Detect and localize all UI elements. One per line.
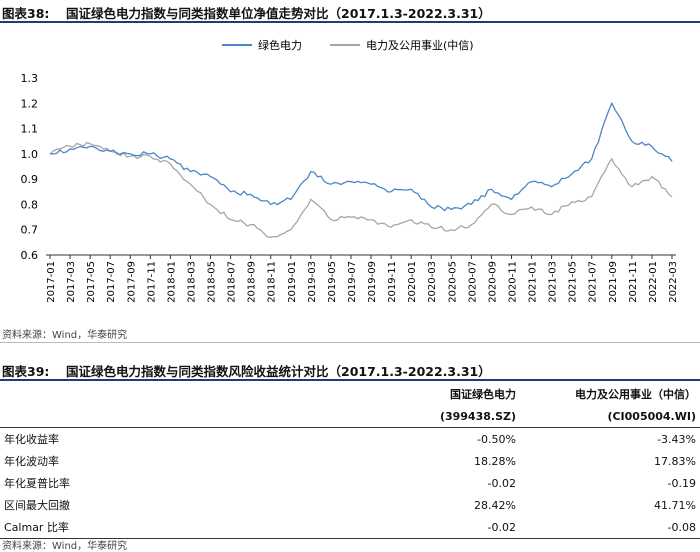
table-row: 年化夏普比率 -0.02 -0.19	[0, 472, 700, 494]
table-row: Calmar 比率 -0.02 -0.08	[0, 516, 700, 539]
x-tick-label: 2017-01	[46, 261, 57, 303]
col1-code: (399438.SZ)	[340, 405, 520, 428]
x-tick-label: 2019-07	[347, 261, 358, 303]
x-tick-label: 2020-01	[407, 261, 418, 303]
y-axis: 1.3 1.2 1.1 1.0 0.9 0.8 0.7 0.6	[21, 72, 39, 262]
exhibit-39-source: 资料来源：Wind，华泰研究	[2, 541, 128, 552]
row-value-2: -0.08	[520, 516, 700, 539]
x-tick-label: 2022-01	[648, 261, 659, 303]
exhibit-39-header: 图表39: 国证绿色电力指数与同类指数风险收益统计对比（2017.1.3-2022…	[0, 360, 700, 381]
row-label: 年化收益率	[4, 433, 59, 446]
exhibit-38-header: 图表38: 国证绿色电力指数与同类指数单位净值走势对比（2017.1.3-2022…	[0, 2, 700, 23]
x-tick-label: 2017-09	[126, 261, 137, 303]
series-lines	[49, 101, 673, 238]
legend-label-1: 绿色电力	[258, 38, 302, 52]
table-row: 年化收益率 -0.50% -3.43%	[0, 428, 700, 451]
x-tick-label: 2020-03	[427, 261, 438, 303]
x-tick-label: 2018-09	[247, 261, 258, 303]
x-tick-label: 2018-03	[186, 261, 197, 303]
x-tick-label: 2017-05	[86, 261, 97, 303]
x-tick-label: 2018-05	[207, 261, 218, 303]
y-tick-label: 1.2	[21, 97, 39, 110]
y-tick-label: 1.1	[21, 123, 39, 136]
x-tick-label: 2019-11	[387, 261, 398, 303]
x-tick-label: 2021-03	[548, 261, 559, 303]
x-tick-label: 2020-05	[447, 261, 458, 303]
y-tick-label: 1.0	[21, 148, 39, 161]
x-tick-label: 2021-11	[628, 261, 639, 303]
y-tick-label: 0.8	[21, 198, 39, 211]
x-tick-label: 2019-09	[367, 261, 378, 303]
y-tick-label: 0.6	[21, 249, 39, 262]
legend-label-2: 电力及公用事业(中信)	[366, 39, 474, 52]
x-tick-label: 2019-01	[287, 261, 298, 303]
exhibit-label: 图表38:	[2, 6, 50, 21]
x-tick-label: 2017-11	[146, 261, 157, 303]
x-tick-label: 2020-11	[507, 261, 518, 303]
x-tick-label: 2021-01	[528, 261, 539, 303]
row-value-1: 28.42%	[474, 498, 516, 512]
table-code-row: (399438.SZ) (CI005004.WI)	[0, 405, 700, 428]
x-tick-label: 2020-07	[467, 261, 478, 303]
row-value-1: -0.02	[487, 476, 516, 490]
row-value-2: 41.71%	[654, 498, 696, 512]
row-value-1: -0.02	[340, 516, 520, 539]
exhibit-label: 图表39:	[2, 364, 50, 379]
y-tick-label: 1.3	[21, 72, 39, 85]
x-tick-label: 2021-09	[608, 261, 619, 303]
exhibit-38-source: 资料来源：Wind，华泰研究	[2, 330, 128, 341]
col2-code: (CI005004.WI)	[520, 405, 700, 428]
x-tick-label: 2019-05	[327, 261, 338, 303]
row-value-1: 18.28%	[474, 454, 516, 468]
row-label: 区间最大回撤	[4, 499, 70, 512]
series-line-1	[49, 101, 673, 212]
line-chart: 绿色电力 电力及公用事业(中信) 1.3 1.2 1.1 1.0 0.9 0.8 0.7 0.…	[21, 38, 680, 303]
col2-name: 电力及公用事业（中信）	[575, 388, 696, 401]
y-tick-label: 0.7	[21, 224, 39, 237]
risk-return-table: 国证绿色电力 电力及公用事业（中信） (399438.SZ) (CI005004…	[0, 383, 700, 539]
row-label: Calmar 比率	[0, 516, 340, 539]
x-tick-label: 2018-07	[227, 261, 238, 303]
col1-name: 国证绿色电力	[450, 388, 516, 401]
x-tick-label: 2018-11	[267, 261, 278, 303]
table-row: 区间最大回撤 28.42% 41.71%	[0, 494, 700, 516]
row-value-1: -0.50%	[477, 432, 516, 446]
divider	[0, 342, 700, 343]
row-value-2: 17.83%	[654, 454, 696, 468]
x-tick-label: 2022-03	[668, 261, 679, 303]
row-label: 年化夏普比率	[4, 477, 70, 490]
table-header-row: 国证绿色电力 电力及公用事业（中信）	[0, 383, 700, 405]
legend: 绿色电力 电力及公用事业(中信)	[222, 38, 474, 52]
x-tick-label: 2017-07	[106, 261, 117, 303]
exhibit-title: 国证绿色电力指数与同类指数单位净值走势对比（2017.1.3-2022.3.31…	[66, 6, 491, 21]
x-tick-label: 2021-07	[588, 261, 599, 303]
x-tick-label: 2020-09	[487, 261, 498, 303]
row-value-2: -3.43%	[657, 432, 696, 446]
x-axis: 2017-01 2017-03 2017-05 2017-07 2017-09 2017-…	[46, 254, 679, 303]
row-value-2: -0.19	[667, 476, 696, 490]
x-tick-label: 2018-01	[166, 261, 177, 303]
series-line-2	[49, 141, 673, 238]
row-label: 年化波动率	[4, 455, 59, 468]
y-tick-label: 0.9	[21, 173, 39, 186]
x-tick-label: 2019-03	[307, 261, 318, 303]
table-row: 年化波动率 18.28% 17.83%	[0, 450, 700, 472]
x-tick-label: 2021-05	[568, 261, 579, 303]
x-tick-label: 2017-03	[66, 261, 77, 303]
exhibit-title: 国证绿色电力指数与同类指数风险收益统计对比（2017.1.3-2022.3.31…	[66, 364, 491, 379]
